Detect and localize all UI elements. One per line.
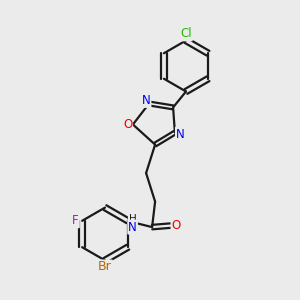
Text: N: N	[176, 128, 185, 141]
Text: F: F	[72, 214, 79, 227]
Text: N: N	[128, 220, 137, 234]
Text: O: O	[172, 219, 181, 232]
Text: Br: Br	[98, 260, 112, 274]
Text: O: O	[123, 118, 132, 131]
Text: Cl: Cl	[180, 27, 192, 40]
Text: N: N	[142, 94, 151, 107]
Text: H: H	[129, 214, 136, 224]
